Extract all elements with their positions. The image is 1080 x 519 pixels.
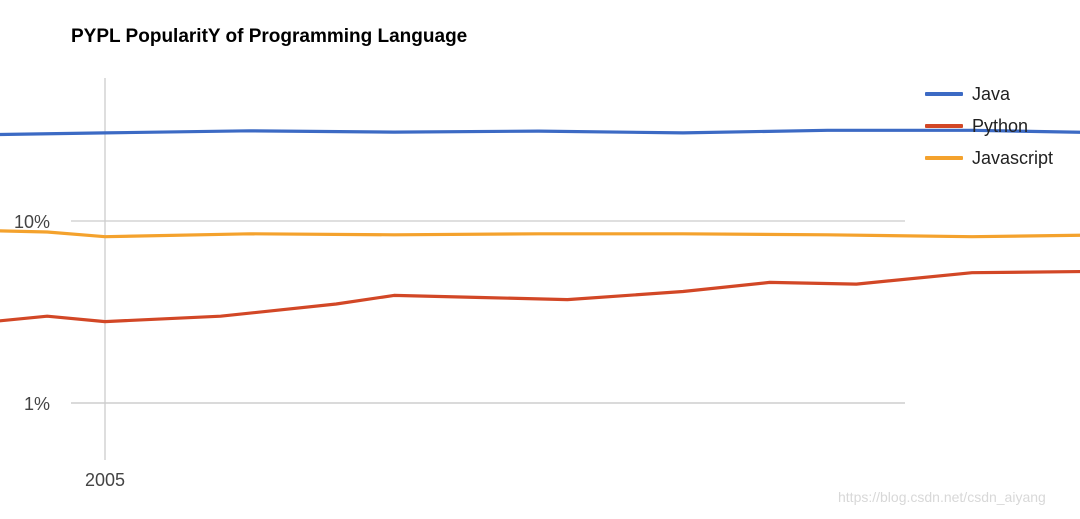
legend-item-javascript[interactable]: Javascript xyxy=(925,142,1053,174)
series-line-javascript xyxy=(0,229,1080,239)
legend-item-python[interactable]: Python xyxy=(925,110,1053,142)
legend-swatch-python xyxy=(925,124,963,128)
legend-item-java[interactable]: Java xyxy=(925,78,1053,110)
legend-label-java: Java xyxy=(972,83,1011,104)
watermark: https://blog.csdn.net/csdn_aiyang xyxy=(838,489,1046,505)
legend-label-javascript: Javascript xyxy=(972,147,1054,168)
legend-swatch-javascript xyxy=(925,156,963,160)
series-line-python xyxy=(0,269,1080,324)
y-tick-label-1%: 1% xyxy=(24,394,50,414)
legend: Java Python Javascript xyxy=(925,78,1053,174)
series-line-java xyxy=(0,128,1080,137)
tick-labels: 20052010201510%1% xyxy=(14,212,125,490)
y-tick-label-10%: 10% xyxy=(14,212,50,232)
chart-title: PYPL PopularitY of Programming Language xyxy=(71,26,468,47)
legend-label-python: Python xyxy=(972,115,1029,136)
grid xyxy=(71,78,905,460)
series-lines xyxy=(0,128,1080,324)
x-tick-label-2005: 2005 xyxy=(85,470,125,490)
legend-swatch-java xyxy=(925,92,963,96)
